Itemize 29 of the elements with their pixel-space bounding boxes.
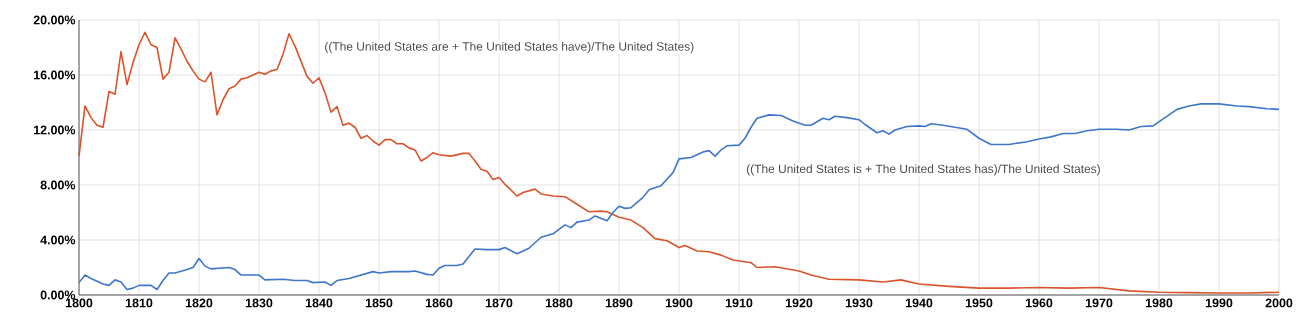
y-tick-label: 20.00% xyxy=(33,15,76,25)
y-tick-label: 4.00% xyxy=(40,235,76,245)
x-tick-label: 1920 xyxy=(785,298,813,308)
y-tick-label: 12.00% xyxy=(34,125,76,135)
x-tick-label: 1890 xyxy=(605,298,633,308)
text: ((The United States are + The United States have)/The United States) xyxy=(325,41,694,54)
x-tick-label: 1980 xyxy=(1145,298,1173,308)
x-tick-label: 1960 xyxy=(1025,298,1053,308)
x-tick-label: 1850 xyxy=(365,298,393,308)
y-tick-label: 8.00% xyxy=(40,180,76,190)
x-tick-label: 2000 xyxy=(1265,298,1293,308)
x-tick-label: 1870 xyxy=(485,298,513,308)
y-tick-label: 16.00% xyxy=(34,70,76,80)
x-tick-label: 1810 xyxy=(125,298,153,308)
x-tick-label: 1970 xyxy=(1085,298,1113,308)
x-tick-label: 1950 xyxy=(965,298,993,308)
x-tick-label: 1910 xyxy=(725,298,753,308)
x-tick-label: 1990 xyxy=(1205,298,1233,308)
y-tick-label: 0.00% xyxy=(40,290,76,300)
x-tick-label: 1800 xyxy=(65,298,93,308)
x-tick-label: 1940 xyxy=(905,298,933,308)
series-label: ((The United States is + The United States has)/The United States) xyxy=(746,164,1100,176)
x-tick-label: 1930 xyxy=(845,298,873,308)
x-tick-label: 1860 xyxy=(425,298,453,308)
x-tick-label: 1900 xyxy=(665,298,693,308)
x-tick-label: 1830 xyxy=(245,298,273,308)
x-tick-label: 1840 xyxy=(305,298,333,308)
x-tick-label: 1820 xyxy=(185,298,213,308)
x-tick-label: 1880 xyxy=(545,298,573,308)
